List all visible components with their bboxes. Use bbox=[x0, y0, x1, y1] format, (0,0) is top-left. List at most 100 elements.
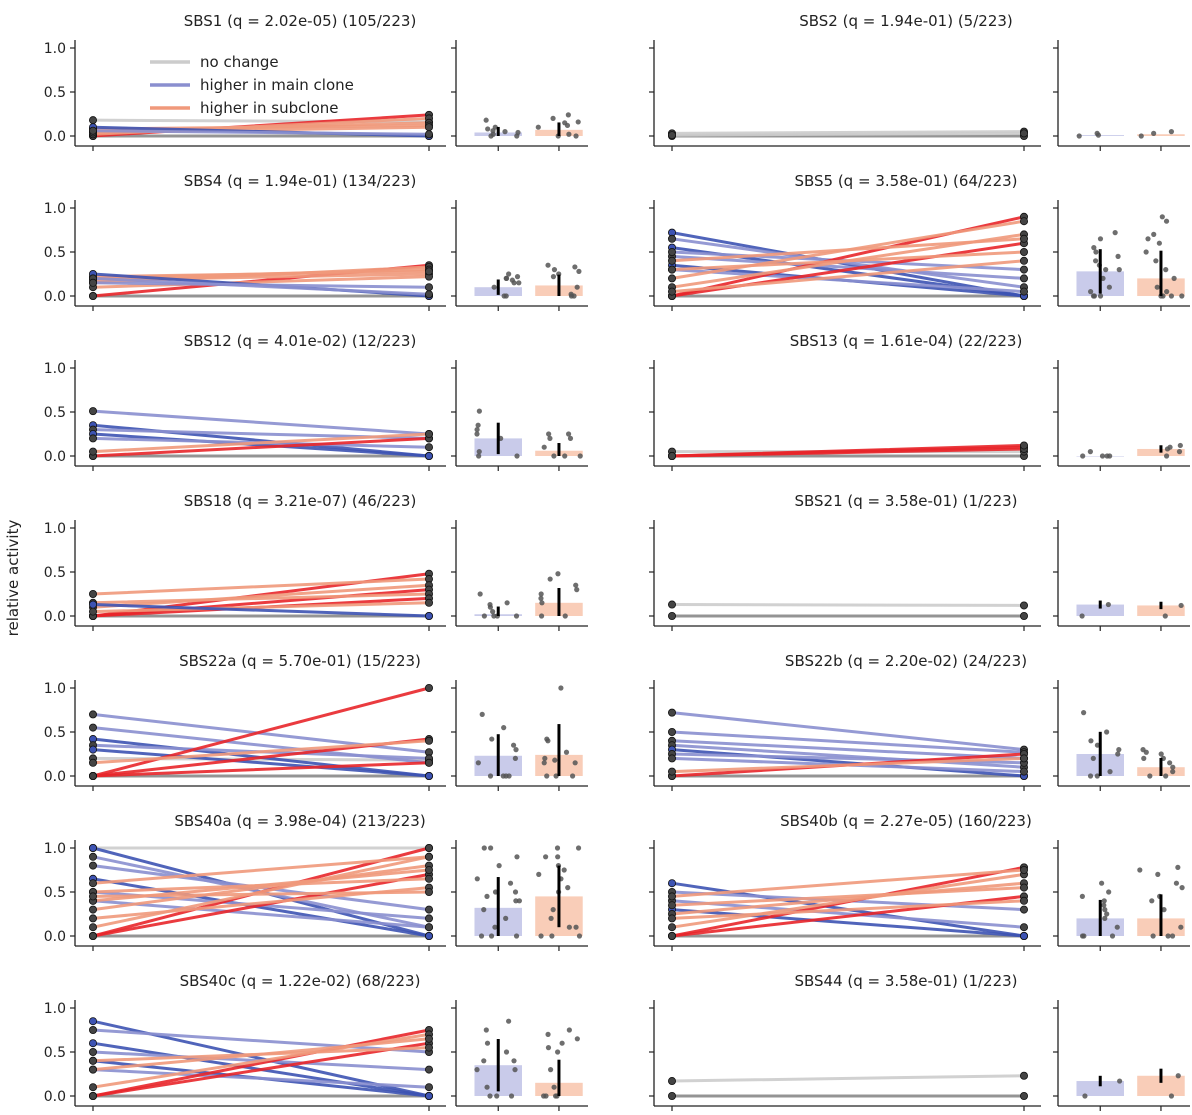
series-point bbox=[89, 447, 98, 456]
swarm-dot bbox=[1101, 902, 1107, 908]
swarm-dot bbox=[538, 933, 544, 939]
series-line bbox=[91, 855, 431, 885]
bar-main bbox=[1076, 1081, 1124, 1096]
swarm-dot bbox=[1105, 601, 1111, 608]
swarm-dot bbox=[1173, 880, 1180, 886]
series-point bbox=[668, 923, 677, 932]
series-line bbox=[91, 432, 431, 458]
series-line bbox=[91, 601, 431, 614]
swarm-dot bbox=[1137, 867, 1143, 873]
swarm-dot bbox=[1091, 245, 1097, 251]
swarm-dot bbox=[575, 845, 582, 851]
swarm-dot bbox=[574, 587, 580, 593]
bar-sub bbox=[1137, 605, 1185, 616]
series-point bbox=[424, 874, 433, 883]
series-point bbox=[424, 844, 433, 853]
series-point bbox=[424, 1092, 433, 1101]
swarm-dot bbox=[565, 885, 571, 891]
series-point bbox=[424, 598, 433, 607]
swarm-dot bbox=[1106, 889, 1112, 895]
series-line bbox=[670, 603, 1026, 607]
swarm-dot bbox=[481, 845, 487, 851]
legend-label: no change bbox=[200, 53, 279, 71]
series-point bbox=[668, 879, 677, 888]
swarm-dot bbox=[569, 773, 576, 779]
swarm-dot bbox=[514, 854, 520, 860]
panel-title: SBS18 (q = 3.21e-07) (46/223) bbox=[184, 492, 417, 510]
series-point bbox=[89, 126, 98, 135]
panel-sbs44: SBS44 (q = 3.58e-01) (1/223)mainsubmains… bbox=[649, 972, 1190, 1111]
y-tick-label: 1.0 bbox=[44, 201, 66, 217]
swarm-dot bbox=[504, 600, 510, 606]
swarm-dot bbox=[506, 1018, 512, 1024]
series-point bbox=[89, 434, 98, 443]
swarm-dot bbox=[501, 725, 507, 731]
swarm-dot bbox=[1090, 293, 1097, 299]
swarm-dot bbox=[1080, 453, 1086, 459]
swarm-dot bbox=[547, 1067, 554, 1073]
swarm-dot bbox=[1081, 933, 1087, 939]
series-point bbox=[424, 283, 433, 292]
y-tick-label: 0.5 bbox=[44, 1045, 66, 1061]
series-line bbox=[91, 1028, 431, 1098]
panel-sbs2: SBS2 (q = 1.94e-01) (5/223) bbox=[649, 12, 1190, 151]
swarm-dot bbox=[576, 268, 582, 274]
series-point bbox=[1020, 866, 1029, 875]
swarm-dot bbox=[1102, 907, 1108, 913]
series-line bbox=[670, 881, 1026, 916]
swarm-dot bbox=[1094, 773, 1100, 779]
swarm-dot bbox=[516, 280, 522, 286]
panel-title: SBS4 (q = 1.94e-01) (134/223) bbox=[184, 172, 417, 190]
swarm-dot bbox=[512, 1067, 518, 1073]
series-point bbox=[89, 1026, 98, 1035]
swarm-dot bbox=[1158, 751, 1164, 757]
swarm-dot bbox=[1178, 602, 1184, 609]
swarm-dot bbox=[474, 1067, 480, 1073]
swarm-dot bbox=[572, 760, 578, 766]
series-point bbox=[424, 1034, 433, 1043]
series-point bbox=[424, 684, 433, 693]
panels: SBS1 (q = 2.02e-05) (105/223)0.00.51.0SB… bbox=[44, 12, 1190, 1111]
legend-label: higher in main clone bbox=[200, 76, 354, 94]
swarm-dot bbox=[555, 1049, 561, 1055]
series-line bbox=[670, 886, 1026, 907]
swarm-dot bbox=[1161, 907, 1167, 913]
swarm-dot bbox=[1097, 236, 1104, 242]
swarm-dot bbox=[547, 435, 553, 441]
swarm-dot bbox=[1154, 284, 1160, 290]
series-point bbox=[424, 451, 433, 460]
y-tick-label: 0.0 bbox=[44, 1089, 66, 1105]
swarm-dot bbox=[512, 755, 518, 762]
series-line bbox=[91, 855, 431, 929]
series-line bbox=[670, 443, 1026, 458]
swarm-dot bbox=[487, 773, 494, 779]
series-point bbox=[89, 116, 98, 125]
series-point bbox=[424, 267, 433, 276]
series-line bbox=[670, 743, 1026, 769]
swarm-dot bbox=[575, 119, 581, 125]
swarm-dot bbox=[511, 1058, 517, 1064]
y-tick-label: 0.0 bbox=[44, 769, 66, 785]
series-point bbox=[424, 1043, 433, 1052]
y-tick-label: 0.5 bbox=[44, 725, 66, 741]
series-line bbox=[670, 259, 1026, 294]
swarm-dot bbox=[1162, 613, 1168, 619]
swarm-dot bbox=[514, 274, 521, 280]
series-point bbox=[668, 274, 677, 283]
swarm-dot bbox=[567, 435, 574, 441]
swarm-dot bbox=[1163, 453, 1170, 459]
series-point bbox=[89, 278, 98, 287]
swarm-dot bbox=[538, 591, 544, 597]
bar-main bbox=[1076, 604, 1124, 616]
swarm-dot bbox=[503, 275, 509, 281]
swarm-dot bbox=[1116, 747, 1122, 753]
series-line bbox=[91, 583, 431, 609]
series-line bbox=[670, 1074, 1026, 1083]
series-point bbox=[1020, 923, 1029, 932]
swarm-dot bbox=[503, 915, 509, 922]
swarm-dot bbox=[516, 898, 523, 904]
panel-title: SBS22b (q = 2.20e-02) (24/223) bbox=[785, 652, 1027, 670]
swarm-dot bbox=[1099, 453, 1106, 459]
swarm-dot bbox=[562, 613, 568, 619]
swarm-dot bbox=[474, 876, 480, 882]
